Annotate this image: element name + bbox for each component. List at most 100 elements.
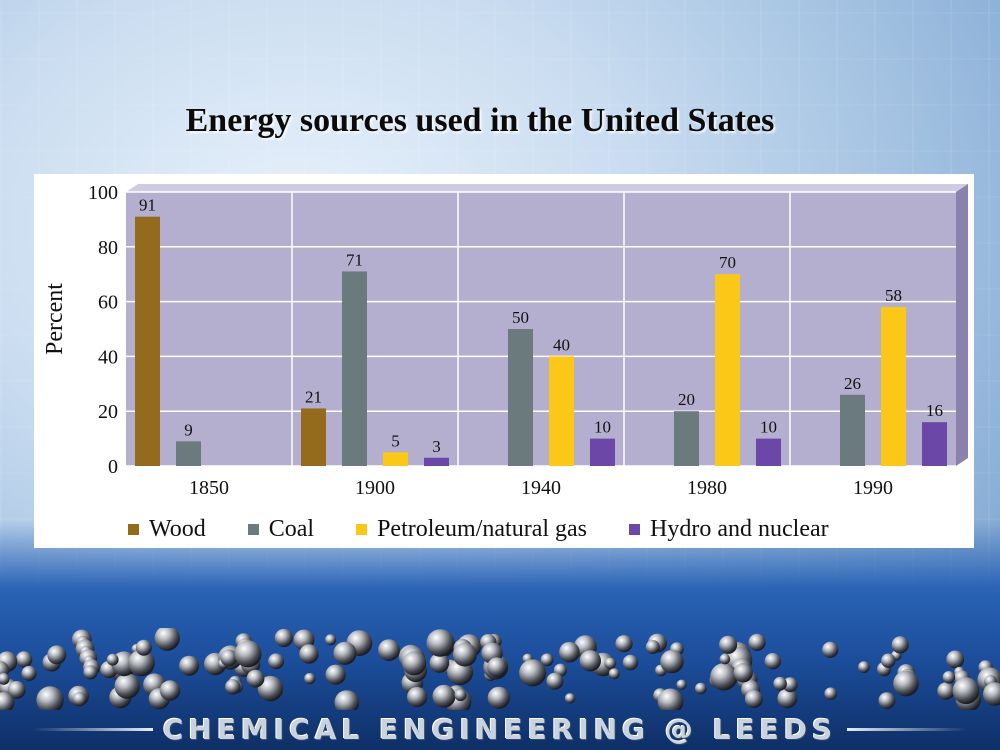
metal-sphere: [719, 653, 731, 665]
metal-sphere: [983, 682, 1000, 706]
data-label-coal-1850: 9: [184, 420, 193, 439]
metal-sphere: [676, 679, 687, 690]
metal-sphere: [135, 639, 152, 656]
metal-sphere: [695, 682, 707, 695]
metal-sphere: [540, 653, 554, 667]
legend-item-hydro: Hydro and nuclear: [629, 516, 829, 543]
metal-sphere: [893, 670, 919, 697]
metal-sphere: [234, 640, 262, 668]
chart-panel: 0 20 40 60 80 100 1850 1900 1940 1980 1990 91 9 21 7…: [34, 174, 974, 548]
bar-coal-1850: [176, 441, 201, 466]
y-axis-label: Percent: [42, 283, 68, 355]
metal-sphere: [645, 640, 660, 654]
plot-side-face: [956, 184, 968, 466]
metal-sphere: [559, 641, 580, 663]
metal-sphere: [47, 645, 67, 665]
metal-sphere: [891, 636, 909, 654]
y-axis: 0 20 40 60 80 100: [88, 182, 118, 478]
metal-sphere: [304, 673, 316, 685]
bar-hydro-1900: [424, 457, 449, 466]
bar-coal-1900: [342, 271, 367, 466]
metal-sphere: [325, 634, 337, 646]
metal-sphere: [719, 635, 738, 654]
metal-sphere: [72, 692, 87, 707]
metal-sphere: [878, 692, 896, 709]
data-label-coal-1900: 71: [346, 250, 363, 269]
metal-sphere: [429, 653, 450, 673]
data-label-coal-1990: 26: [844, 374, 861, 393]
data-label-wood-1900: 21: [305, 387, 322, 406]
metal-sphere: [154, 628, 180, 651]
metal-sphere: [454, 689, 467, 702]
metal-sphere: [114, 673, 140, 699]
legend-label-coal: Coal: [268, 515, 315, 542]
metal-sphere: [325, 664, 346, 685]
x-tick-label: 1940: [521, 477, 561, 499]
metal-sphere: [519, 659, 547, 687]
y-tick-label: 40: [98, 346, 118, 368]
bar-hydro-1980: [756, 438, 781, 466]
metal-sphere: [733, 663, 753, 683]
x-tick-label: 1990: [853, 477, 893, 499]
y-tick-label: 20: [98, 401, 118, 423]
data-labels: 91 9 21 71 5 3 50 40 10 20 70 10 26 58 16: [139, 196, 943, 456]
legend-label-wood: Wood: [149, 515, 206, 542]
metal-sphere: [748, 633, 766, 651]
bar-petroleum-1900: [383, 452, 408, 466]
data-label-hydro-1990: 16: [926, 401, 943, 420]
metal-sphere: [744, 690, 763, 708]
metal-sphere: [858, 661, 870, 673]
footer-left-line: [32, 727, 153, 731]
metal-sphere: [246, 669, 265, 688]
metal-sphere: [128, 649, 155, 677]
metal-sphere: [83, 665, 98, 680]
metal-sphere: [824, 687, 837, 700]
metal-sphere: [773, 676, 787, 691]
metal-sphere: [432, 684, 456, 708]
chart-legend: Wood Coal Petroleum/natural gas Hydro an…: [128, 513, 968, 545]
metal-sphere: [942, 671, 956, 684]
legend-swatch-hydro: [629, 523, 641, 535]
metal-sphere: [615, 635, 633, 653]
bar-hydro-1990: [922, 422, 947, 466]
metal-sphere: [487, 657, 507, 678]
metal-sphere: [764, 653, 781, 670]
plot-area: [126, 192, 956, 466]
metal-sphere: [710, 663, 738, 691]
legend-item-coal: Coal: [247, 515, 315, 543]
footer-right-line: [847, 727, 968, 731]
footer-banner: CHEMICAL ENGINEERING @ LEEDS: [0, 708, 1000, 750]
data-label-petroleum-1900: 5: [391, 431, 400, 450]
metal-sphere: [402, 651, 427, 676]
slide-title: Energy sources used in the United States: [185, 102, 775, 139]
data-label-coal-1980: 20: [678, 390, 695, 409]
data-label-coal-1940: 50: [512, 308, 529, 327]
metal-sphere: [220, 649, 238, 667]
metal-sphere: [274, 628, 293, 648]
metal-sphere: [225, 679, 241, 695]
legend-label-petroleum: Petroleum/natural gas: [377, 515, 588, 542]
metal-sphere: [334, 690, 360, 710]
metal-sphere: [937, 682, 955, 700]
metal-sphere: [106, 653, 119, 666]
metal-sphere: [15, 651, 33, 668]
metal-sphere: [952, 677, 980, 705]
bar-petroleum-1980: [715, 274, 740, 466]
bar-wood-1850: [135, 216, 160, 466]
plot-top-face: [126, 184, 968, 192]
legend-item-wood: Wood: [128, 516, 206, 543]
y-tick-label: 60: [98, 292, 118, 314]
metal-sphere: [822, 641, 839, 658]
metal-sphere: [608, 668, 620, 680]
metal-sphere: [546, 672, 564, 690]
metal-sphere: [0, 692, 15, 710]
metal-sphere: [622, 654, 639, 671]
bar-coal-1990: [840, 394, 865, 466]
bars: [135, 216, 947, 466]
metal-sphere: [378, 639, 400, 661]
data-label-petroleum-1980: 70: [719, 253, 736, 272]
y-tick-label: 0: [108, 456, 118, 478]
metal-sphere: [36, 686, 64, 710]
bar-chart: 0 20 40 60 80 100 1850 1900 1940 1980 1990 91 9 21 7…: [42, 182, 968, 499]
metal-sphere: [179, 655, 200, 676]
